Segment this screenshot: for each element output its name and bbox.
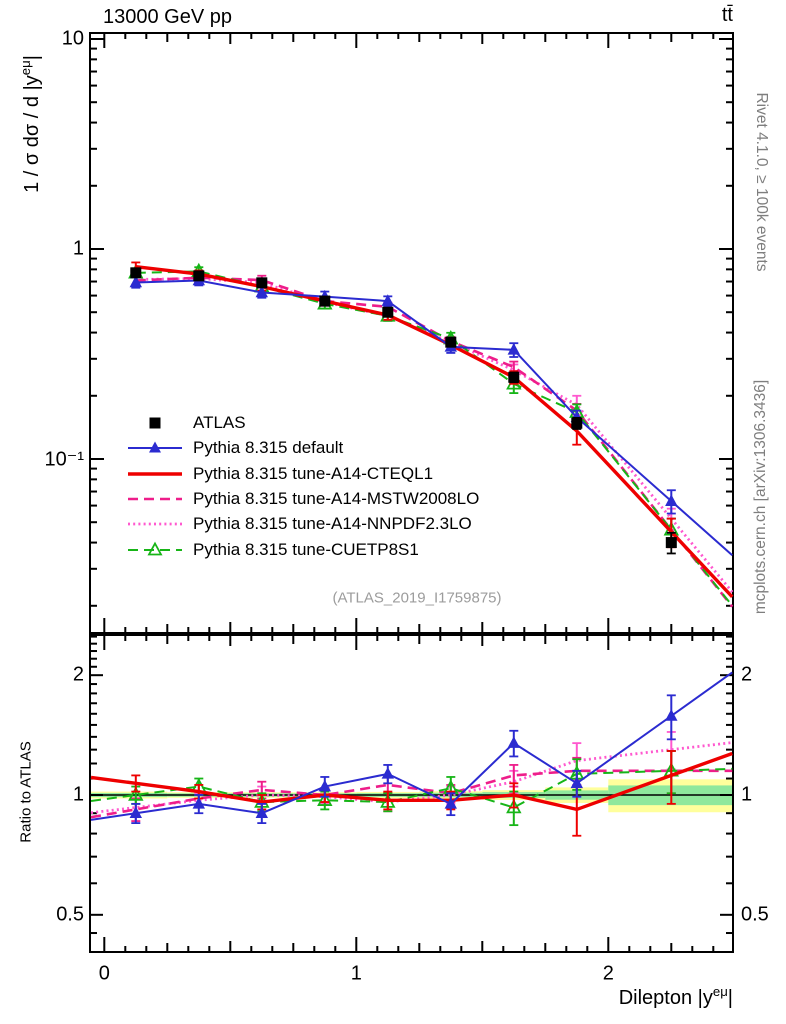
legend-sample [128, 522, 182, 526]
legend-label: Pythia 8.315 tune-A14-NNPDF2.3LO [193, 514, 472, 533]
tick-label: 1 [72, 783, 84, 806]
mcplots-credit-label: mcplots.cern.ch [arXiv:1306.3436] [752, 379, 769, 615]
legend-sample [149, 417, 161, 429]
panel-frame [89, 634, 734, 953]
legend-label: ATLAS [193, 413, 246, 432]
legend-sample [128, 441, 182, 453]
series-line [135, 264, 734, 599]
data-marker-triangle-open [506, 798, 522, 814]
tick-label: 2 [602, 962, 614, 985]
data-marker-triangle [129, 275, 142, 288]
data-marker-triangle [507, 343, 520, 355]
data-marker-triangle [255, 285, 268, 298]
analysis-watermark: (ATLAS_2019_I1759875) [332, 589, 502, 607]
legend-item-1: Pythia 8.315 default [126, 438, 343, 458]
tick-label: 0 [98, 962, 110, 985]
legend-item-2: Pythia 8.315 tune-A14-CTEQL1 [126, 464, 433, 484]
data-marker-square [256, 277, 268, 289]
data-marker-triangle [381, 294, 394, 306]
legend-label: Pythia 8.315 default [193, 438, 344, 457]
data-marker-triangle [444, 797, 457, 809]
data-marker-triangle [129, 806, 142, 819]
data-marker-square [665, 537, 677, 549]
tick-label: 0.5 [56, 903, 84, 926]
data-marker-triangle [192, 797, 205, 809]
legend-label: Pythia 8.315 tune-CUETP8S1 [193, 540, 419, 559]
data-marker-triangle [665, 494, 678, 506]
ratio-axis-label: Ratio to ATLAS [17, 741, 35, 843]
x-axis-label-close: | [727, 986, 733, 1009]
x-axis-label-main: Dilepton |y [618, 986, 713, 1009]
legend-item-0: ATLAS [126, 413, 246, 433]
tick-label: 2 [72, 663, 84, 686]
plot-title: 13000 GeV pp [103, 6, 232, 28]
data-marker-triangle [570, 776, 583, 789]
y-axis-label-close: | [20, 55, 43, 61]
data-marker-triangle [381, 767, 394, 779]
legend-sample [128, 541, 182, 556]
series-line [135, 279, 733, 556]
rivet-version-label: Rivet 4.1.0, ≥ 100k events [753, 92, 770, 272]
data-marker-square [571, 417, 583, 429]
legend-sample [128, 497, 182, 501]
legend-item-4: Pythia 8.315 tune-A14-NNPDF2.3LO [126, 514, 472, 534]
data-marker-triangle [255, 806, 268, 819]
tick-label: 1 [741, 783, 753, 806]
data-marker-triangle-open [128, 786, 144, 801]
data-marker-square [508, 371, 520, 383]
tick-label: 0.5 [741, 903, 769, 926]
x-axis-label: Dilepton |yeμ| [619, 984, 733, 1010]
data-marker-square [319, 295, 331, 307]
data-marker-square [445, 336, 457, 348]
legend-item-3: Pythia 8.315 tune-A14-MSTW2008LO [126, 489, 479, 509]
legend-item-5: Pythia 8.315 tune-CUETP8S1 [126, 540, 419, 560]
legend-sample [128, 472, 182, 476]
x-axis-label-sup: eμ [712, 984, 728, 1000]
y-axis-label: 1 / σ dσ / d |yeμ| [18, 55, 44, 193]
series-line [135, 270, 734, 607]
data-marker-square [130, 267, 142, 279]
data-marker-triangle [318, 779, 331, 792]
tick-label: 10 [61, 27, 84, 50]
tick-label: 1 [350, 962, 362, 985]
data-marker-triangle-open [317, 791, 333, 806]
data-marker-triangle [665, 709, 678, 721]
series-line [90, 769, 733, 819]
tick-label: 1 [72, 237, 84, 260]
legend-label: Pythia 8.315 tune-A14-CTEQL1 [193, 464, 434, 483]
process-label: tt̄ [721, 4, 733, 26]
legend: ATLAS Pythia 8.315 default Pythia 8.315 tu… [126, 410, 516, 565]
tick-label: 2 [741, 663, 753, 686]
y-axis-label-sup: eμ [18, 60, 34, 76]
tick-label: 10⁻¹ [44, 448, 84, 471]
data-marker-square [193, 270, 205, 282]
data-marker-triangle [507, 736, 520, 748]
data-marker-square [382, 306, 394, 318]
legend-label: Pythia 8.315 tune-A14-MSTW2008LO [193, 489, 480, 508]
y-axis-label-main: 1 / σ dσ / d |y [20, 75, 43, 193]
